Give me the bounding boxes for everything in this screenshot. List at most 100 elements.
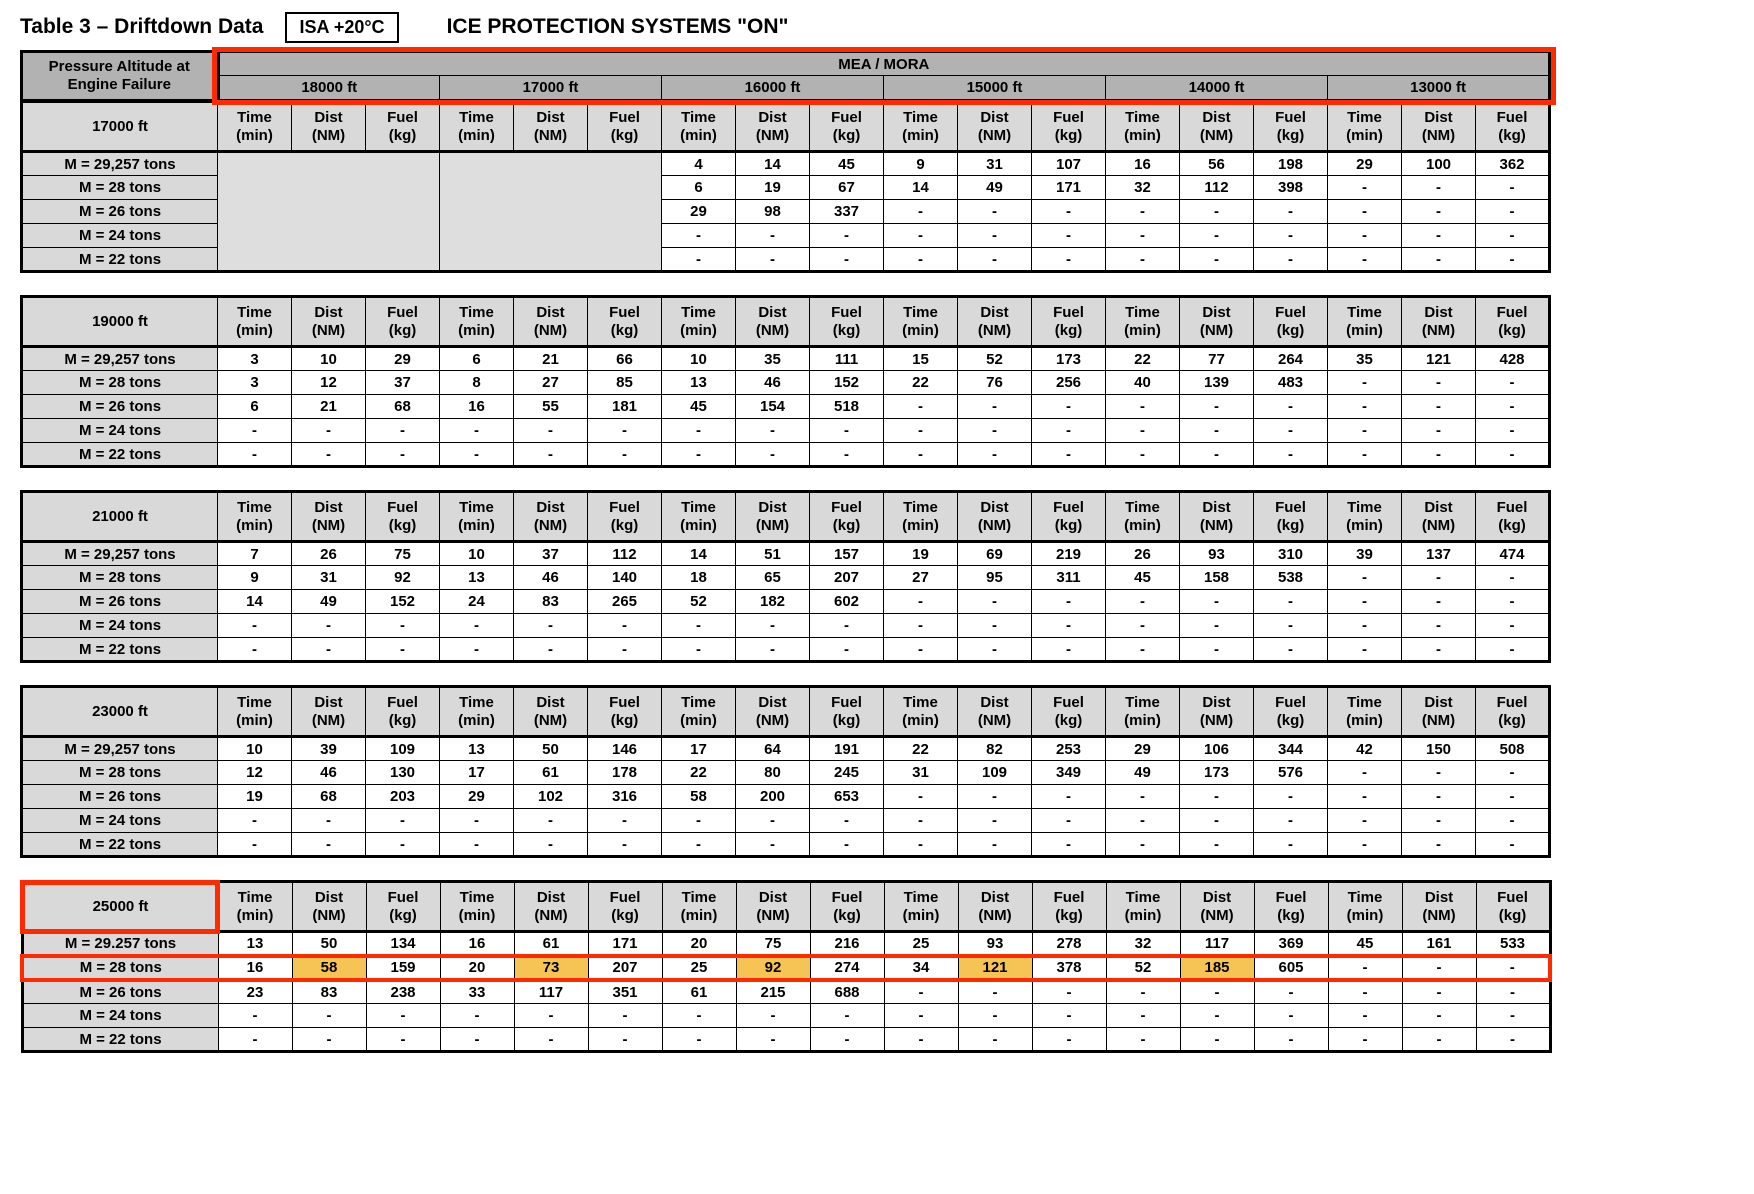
data-cell: - xyxy=(1401,418,1476,443)
data-cell: - xyxy=(1105,808,1180,833)
data-cell: 73 xyxy=(513,953,589,982)
data-cell: - xyxy=(661,223,736,248)
data-cell: - xyxy=(661,832,736,857)
col-subheader: Fuel (kg) xyxy=(1253,101,1328,153)
data-cell: 100 xyxy=(1401,151,1476,176)
col-subheader: Dist (NM) xyxy=(957,686,1032,738)
data-cell: - xyxy=(1179,442,1254,467)
data-cell: - xyxy=(365,637,440,662)
data-cell: - xyxy=(365,613,440,638)
data-cell: 200 xyxy=(735,784,810,809)
col-subheader: Fuel (kg) xyxy=(1031,881,1107,933)
data-cell: - xyxy=(365,1027,441,1052)
mass-row-label: M = 26 tons xyxy=(21,589,218,614)
data-cell: - xyxy=(883,979,959,1004)
data-cell: - xyxy=(809,832,884,857)
data-cell: 310 xyxy=(1253,541,1328,566)
data-cell: - xyxy=(809,1027,885,1052)
data-cell: 58 xyxy=(661,784,736,809)
data-cell: 61 xyxy=(661,979,737,1004)
data-cell: - xyxy=(809,418,884,443)
col-subheader: Dist (NM) xyxy=(1401,686,1476,738)
table-row: M = 29.257 tons 13 50 134 16 61 171 20 75 216 25 93… xyxy=(21,931,1551,956)
data-cell: 29 xyxy=(365,346,440,371)
col-subheader: Fuel (kg) xyxy=(1031,686,1106,738)
data-cell: - xyxy=(735,1003,811,1028)
data-cell: - xyxy=(1401,760,1476,785)
data-cell: - xyxy=(1179,223,1254,248)
data-cell: - xyxy=(587,1027,663,1052)
data-cell: 13 xyxy=(217,931,293,956)
table-row: M = 24 tons - - - - - - - - - - - - - - - - - - xyxy=(21,613,1550,638)
col-subheader: Time (min) xyxy=(1105,686,1180,738)
mass-row-label: M = 22 tons xyxy=(21,637,218,662)
data-cell: 31 xyxy=(883,760,958,785)
data-cell: 274 xyxy=(809,953,885,982)
col-subheader: Dist (NM) xyxy=(1179,881,1255,933)
data-cell: 17 xyxy=(439,760,514,785)
table-row: M = 24 tons - - - - - - - - - - - - - - - - - - xyxy=(21,808,1550,833)
data-cell: - xyxy=(1327,589,1402,614)
data-cell: 185 xyxy=(1179,953,1255,982)
col-subheader: Fuel (kg) xyxy=(587,296,662,348)
data-cell: - xyxy=(587,832,662,857)
data-cell: - xyxy=(587,1003,663,1028)
altitude-block: 17000 ft Time (min) Dist (NM) Fuel (kg) Time (mi… xyxy=(20,100,1551,273)
data-cell: 49 xyxy=(291,589,366,614)
col-subheader: Fuel (kg) xyxy=(1031,101,1106,153)
data-cell: - xyxy=(439,418,514,443)
data-cell: 93 xyxy=(957,931,1033,956)
data-cell: 134 xyxy=(365,931,441,956)
col-subheader: Fuel (kg) xyxy=(365,686,440,738)
data-cell: 65 xyxy=(735,565,810,590)
table-row: M = 22 tons - - - - - - - - - - - - - - - - - - xyxy=(21,1027,1551,1052)
col-subheader: Dist (NM) xyxy=(1179,296,1254,348)
data-cell: 117 xyxy=(1179,931,1255,956)
data-cell: 69 xyxy=(957,541,1032,566)
col-subheader: Fuel (kg) xyxy=(1031,296,1106,348)
col-subheader: Fuel (kg) xyxy=(587,881,663,933)
data-cell: - xyxy=(1475,223,1550,248)
table-row: M = 26 tons 23 83 238 33 117 351 61 215 688- - - - - -… xyxy=(21,979,1551,1004)
data-cell: 19 xyxy=(883,541,958,566)
data-cell: 31 xyxy=(957,151,1032,176)
data-cell: - xyxy=(957,1003,1033,1028)
data-cell: - xyxy=(1327,1003,1403,1028)
mass-row-label: M = 24 tons xyxy=(21,223,218,248)
data-cell: 75 xyxy=(735,931,811,956)
data-cell: 64 xyxy=(735,736,810,761)
col-subheader: Dist (NM) xyxy=(957,296,1032,348)
col-subheader: Dist (NM) xyxy=(513,296,588,348)
data-cell: - xyxy=(1179,979,1255,1004)
block-altitude-cell: 17000 ft xyxy=(21,101,218,153)
data-cell: - xyxy=(1475,953,1552,982)
data-cell: 22 xyxy=(883,370,958,395)
col-subheader: Time (min) xyxy=(883,881,959,933)
data-cell: - xyxy=(1475,199,1550,224)
col-subheader: Time (min) xyxy=(661,881,737,933)
data-cell: - xyxy=(513,1027,589,1052)
data-cell: - xyxy=(217,832,292,857)
data-cell: - xyxy=(587,442,662,467)
col-subheader: Fuel (kg) xyxy=(1031,491,1106,543)
data-cell: 538 xyxy=(1253,565,1328,590)
data-cell: - xyxy=(1475,370,1550,395)
col-subheader: Time (min) xyxy=(1327,881,1403,933)
data-cell: - xyxy=(1327,247,1402,272)
data-cell: 92 xyxy=(735,953,811,982)
data-cell: - xyxy=(1475,979,1551,1004)
data-cell: 93 xyxy=(1179,541,1254,566)
data-cell: 29 xyxy=(439,784,514,809)
col-subheader: Fuel (kg) xyxy=(809,686,884,738)
table-row: M = 26 tons 29 98 337- - - - - - - - - xyxy=(21,199,1550,224)
data-cell: 6 xyxy=(439,346,514,371)
data-cell: - xyxy=(1327,394,1402,419)
data-cell: - xyxy=(1179,1003,1255,1028)
data-cell: - xyxy=(291,1003,367,1028)
column-group-header: 14000 ft xyxy=(1105,75,1328,100)
data-cell: 16 xyxy=(439,931,515,956)
block-altitude-cell: 25000 ft xyxy=(20,879,220,934)
data-cell: - xyxy=(661,247,736,272)
col-subheader: Time (min) xyxy=(1105,101,1180,153)
data-cell: 29 xyxy=(1105,736,1180,761)
